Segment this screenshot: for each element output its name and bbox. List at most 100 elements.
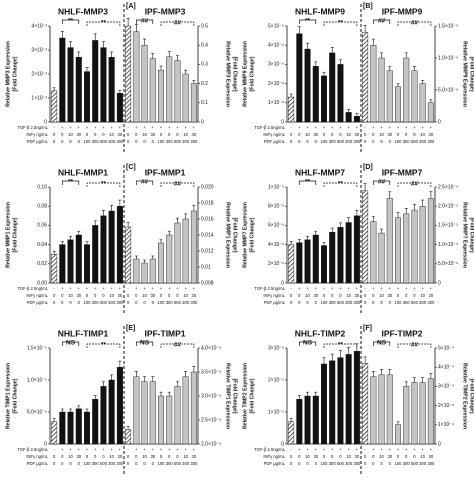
condition-value: 0 bbox=[380, 139, 383, 144]
condition-value: + bbox=[86, 125, 89, 130]
condition-value: + bbox=[86, 286, 89, 291]
condition-value: 0 bbox=[152, 461, 155, 466]
bar bbox=[386, 374, 393, 445]
condition-value: 300 bbox=[108, 300, 116, 305]
bar bbox=[288, 96, 295, 123]
bar bbox=[149, 258, 156, 284]
bar bbox=[337, 64, 344, 123]
condition-value: 0 bbox=[372, 461, 375, 466]
bar bbox=[395, 217, 401, 284]
condition-value: + bbox=[168, 125, 171, 130]
significance-label: NS bbox=[303, 340, 313, 347]
condition-value: 30 bbox=[76, 293, 81, 298]
condition-value: 0 bbox=[331, 132, 334, 137]
condition-label: TGF-β 2.5ng/mL bbox=[17, 447, 48, 452]
condition-value: + bbox=[339, 286, 342, 291]
bar bbox=[174, 222, 181, 284]
condition-label: PDF µg/mL bbox=[264, 139, 286, 144]
bar bbox=[362, 190, 369, 284]
bar bbox=[141, 45, 148, 123]
condition-value: + bbox=[102, 125, 105, 130]
condition-label: TGF-β 2.5ng/mL bbox=[17, 125, 48, 130]
panel-label: [E] bbox=[126, 325, 135, 332]
bar bbox=[296, 399, 303, 445]
y2-axis-label: [Fold Change] bbox=[232, 218, 238, 253]
condition-value: + bbox=[380, 286, 383, 291]
condition-value: 300 bbox=[419, 461, 427, 466]
condition-value: 300 bbox=[166, 300, 174, 305]
y-tick-label: 0 bbox=[281, 441, 284, 447]
y-tick-label: 1×10⁻² bbox=[31, 95, 47, 101]
y2-tick-label: 0.01 bbox=[201, 264, 211, 270]
condition-value: 0 bbox=[69, 139, 72, 144]
condition-value: 30 bbox=[355, 454, 360, 459]
bar bbox=[353, 215, 360, 284]
condition-value: 30 bbox=[355, 132, 360, 137]
bar bbox=[67, 239, 74, 284]
condition-value: + bbox=[405, 286, 408, 291]
condition-value: 300 bbox=[190, 461, 198, 466]
condition-value: 0 bbox=[339, 132, 342, 137]
condition-value: 0 bbox=[306, 300, 309, 305]
condition-value: 0 bbox=[298, 300, 301, 305]
condition-value: 10 bbox=[183, 454, 188, 459]
condition-value: 0 bbox=[290, 300, 293, 305]
condition-value: 300 bbox=[403, 139, 411, 144]
bar bbox=[133, 31, 140, 123]
significance-bracket bbox=[397, 182, 432, 187]
condition-value: 10 bbox=[109, 293, 114, 298]
y2-axis-label: Relative MMP7 Expression bbox=[462, 202, 468, 268]
significance-bracket bbox=[298, 19, 317, 24]
condition-value: 0 bbox=[372, 293, 375, 298]
condition-value: 0 bbox=[160, 132, 163, 137]
group-title: IPF-MMP9 bbox=[382, 6, 423, 16]
y2-tick-label: 0.3 bbox=[201, 62, 208, 68]
condition-value: + bbox=[152, 286, 155, 291]
condition-value: 0 bbox=[306, 139, 309, 144]
condition-value: 300 bbox=[92, 139, 100, 144]
y-tick-label: 4×10⁻⁶ bbox=[268, 242, 284, 248]
condition-label: PDF µg/mL bbox=[27, 461, 49, 466]
condition-value: 0 bbox=[152, 300, 155, 305]
y2-tick-label: 2×10⁻⁴ bbox=[438, 403, 454, 409]
condition-value: + bbox=[356, 125, 359, 130]
y-tick-label: 0 bbox=[281, 280, 284, 286]
condition-label: TGF-β 2.5ng/mL bbox=[17, 286, 48, 291]
condition-value: + bbox=[421, 286, 424, 291]
condition-value: - bbox=[127, 125, 129, 130]
bar bbox=[84, 411, 90, 445]
condition-label: INFγ ng/mL bbox=[26, 293, 48, 298]
y2-tick-label: 0 bbox=[438, 441, 441, 447]
y-tick-label: 3×10⁻⁵ bbox=[268, 345, 284, 351]
bar bbox=[419, 83, 426, 123]
bar bbox=[312, 234, 319, 284]
significance-bracket bbox=[86, 21, 121, 26]
condition-value: 300 bbox=[182, 139, 190, 144]
condition-value: + bbox=[110, 447, 113, 452]
bar bbox=[182, 73, 189, 123]
condition-value: 100 bbox=[158, 300, 166, 305]
significance-label: ## bbox=[174, 181, 182, 188]
condition-value: 0 bbox=[168, 293, 171, 298]
condition-value: 0 bbox=[323, 293, 326, 298]
condition-value: 10 bbox=[142, 132, 147, 137]
condition-label: INFγ ng/mL bbox=[26, 132, 48, 137]
condition-value: 0 bbox=[135, 454, 138, 459]
bar bbox=[182, 376, 189, 445]
condition-value: + bbox=[102, 286, 105, 291]
y-tick-label: 1.5×10⁻⁵ bbox=[27, 345, 47, 351]
condition-value: 0 bbox=[127, 300, 130, 305]
condition-label: TGF-β 2.5ng/mL bbox=[254, 447, 285, 452]
bar bbox=[59, 244, 66, 284]
y-tick-label: 5×10⁻⁶ bbox=[268, 23, 284, 29]
bar bbox=[370, 376, 377, 445]
condition-value: + bbox=[176, 125, 179, 130]
bar bbox=[321, 363, 327, 445]
condition-value: 500 bbox=[100, 300, 108, 305]
bar bbox=[125, 429, 132, 445]
condition-value: 100 bbox=[321, 139, 329, 144]
condition-value: 100 bbox=[84, 461, 92, 466]
bar bbox=[125, 226, 132, 284]
condition-value: + bbox=[298, 286, 301, 291]
condition-value: + bbox=[78, 447, 81, 452]
